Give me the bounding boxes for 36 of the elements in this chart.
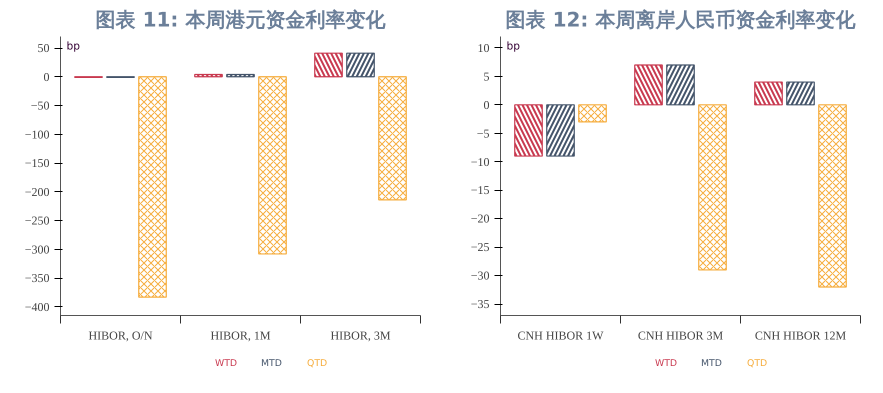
y-tick-label: −30 <box>470 268 490 283</box>
y-tick-label: −350 <box>24 271 50 286</box>
y-axis-title: bp <box>506 40 520 52</box>
y-tick-label: −50 <box>30 98 50 113</box>
text: WTD <box>655 358 678 369</box>
y-tick-label: −15 <box>470 183 490 198</box>
y-tick-label: −250 <box>24 214 50 228</box>
x-tick-label: HIBOR, 3M <box>330 328 391 342</box>
y-tick-label: 5 <box>484 69 490 84</box>
y-tick-label: −25 <box>470 240 490 254</box>
x-tick-label: CNH HIBOR 3M <box>638 328 724 342</box>
x-tick-label: HIBOR, 1M <box>210 328 271 342</box>
y-tick-label: −20 <box>470 212 490 226</box>
y-tick-label: −35 <box>470 297 490 312</box>
y-tick-label: −400 <box>24 300 50 314</box>
text: WTD <box>215 358 238 369</box>
text: QTD <box>747 358 768 369</box>
text: QTD <box>307 358 328 369</box>
chart-title: 图表 11: 本周港元资金利率变化 <box>96 8 386 32</box>
x-tick-label: HIBOR, O/N <box>88 328 153 342</box>
x-tick-label: CNH HIBOR 1W <box>518 328 604 342</box>
y-tick-label: 10 <box>478 40 490 55</box>
y-tick-label: −100 <box>24 127 50 142</box>
y-axis-title: bp <box>66 40 80 52</box>
y-tick-label: −150 <box>24 156 50 170</box>
y-tick-label: −10 <box>470 154 490 169</box>
y-tick-label: 0 <box>484 98 490 112</box>
text: MTD <box>261 358 282 369</box>
text: MTD <box>701 358 722 369</box>
chart-title: 图表 12: 本周离岸人民币资金利率变化 <box>506 8 856 32</box>
x-tick-label: CNH HIBOR 12M <box>754 328 846 342</box>
y-tick-label: 0 <box>44 70 50 84</box>
y-tick-label: −200 <box>24 184 50 199</box>
y-tick-label: −5 <box>476 126 490 140</box>
y-tick-label: 50 <box>38 41 50 56</box>
y-tick-label: −300 <box>24 242 50 256</box>
